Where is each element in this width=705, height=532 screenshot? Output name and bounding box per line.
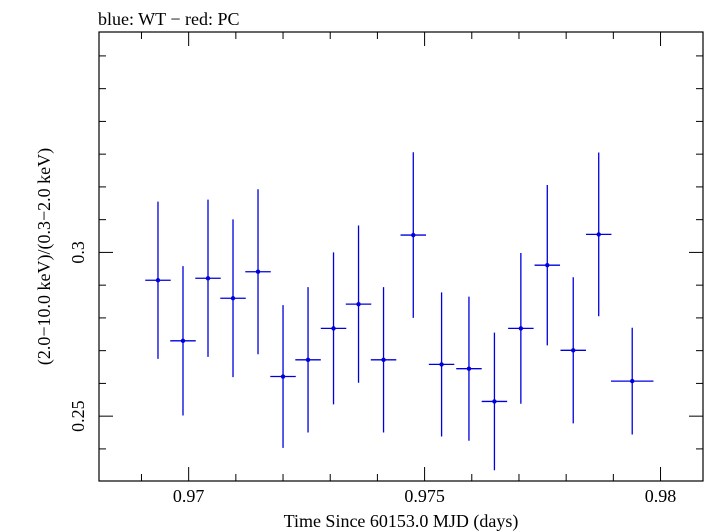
y-axis-label: (2.0−10.0 keV)/(0.3−2.0 keV) (34, 148, 55, 365)
y-tick-label: 0.3 (68, 241, 88, 263)
plot-frame (98, 31, 704, 482)
x-tick-label: 0.97 (173, 486, 205, 506)
data-point (255, 269, 261, 274)
axis-ticks: 0.97 0.975 0.98 0.25 0.3 (68, 32, 703, 506)
data-point (466, 366, 472, 371)
data-point (518, 326, 524, 331)
data-point (492, 399, 497, 404)
data-point (630, 378, 635, 384)
x-tick-label: 0.975 (404, 486, 445, 506)
data-point (381, 357, 386, 363)
data-point (205, 276, 211, 281)
data-point (180, 338, 186, 344)
data-point (155, 278, 161, 283)
data-point (439, 362, 444, 367)
chart-header: blue: WT − red: PC (98, 9, 239, 29)
data-point (331, 326, 336, 331)
y-tick-label: 0.25 (68, 400, 88, 432)
x-tick-label: 0.98 (645, 486, 677, 506)
data-point (280, 374, 286, 379)
series-wt (145, 152, 654, 471)
data-point (596, 232, 601, 237)
x-axis-label: Time Since 60153.0 MJD (days) (284, 511, 519, 532)
data-series (145, 152, 654, 471)
data-point (545, 262, 550, 268)
data-point (571, 348, 576, 353)
data-point (305, 357, 311, 363)
data-point (230, 296, 236, 301)
data-point (356, 301, 361, 307)
data-point (411, 232, 416, 238)
